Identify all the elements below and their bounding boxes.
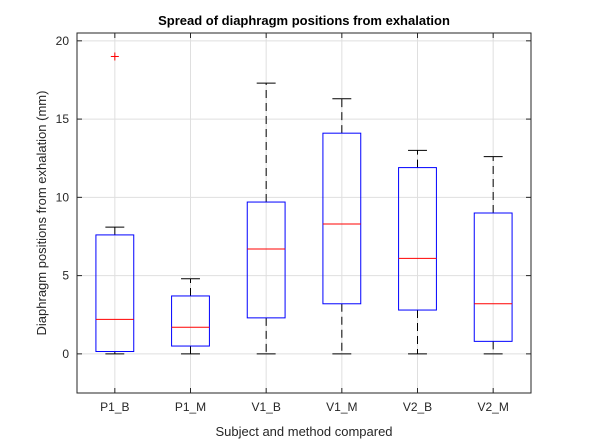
x-tick-label: V2_B xyxy=(403,400,432,414)
box-p1-m xyxy=(171,278,210,355)
y-tick-label: 10 xyxy=(56,190,70,204)
y-tick-label: 5 xyxy=(62,269,69,283)
box-v2-m xyxy=(473,156,513,355)
x-tick-label: V1_M xyxy=(326,400,357,414)
box-p1-b xyxy=(95,52,135,355)
x-tick-label: V2_M xyxy=(477,400,508,414)
box-body xyxy=(398,167,437,311)
box-body xyxy=(171,295,210,347)
x-axis-label: Subject and method compared xyxy=(215,424,392,439)
x-axis-ticks: P1_B P1_M V1_B V1_M V2_B V2_M xyxy=(100,33,509,414)
box-series xyxy=(95,52,513,355)
plot-frame xyxy=(76,32,532,394)
y-axis-label: Diaphragm positions from exhalation (mm) xyxy=(34,91,49,336)
box-body xyxy=(246,201,286,319)
y-tick-label: 20 xyxy=(56,34,70,48)
plot-area xyxy=(77,33,531,393)
x-tick-label: P1_M xyxy=(175,400,206,414)
box-body xyxy=(473,212,513,342)
box-body xyxy=(322,132,362,305)
y-tick-label: 15 xyxy=(56,112,70,126)
box-v2-b xyxy=(398,149,437,355)
box-v1-m xyxy=(322,98,362,355)
chart-title: Spread of diaphragm positions from exhal… xyxy=(158,13,450,28)
box-body xyxy=(95,234,135,353)
y-axis-ticks: 0 5 10 15 20 xyxy=(56,34,531,361)
x-tick-label: P1_B xyxy=(100,400,129,414)
y-tick-label: 0 xyxy=(62,347,69,361)
box-v1-b xyxy=(246,82,286,355)
x-tick-label: V1_B xyxy=(251,400,280,414)
